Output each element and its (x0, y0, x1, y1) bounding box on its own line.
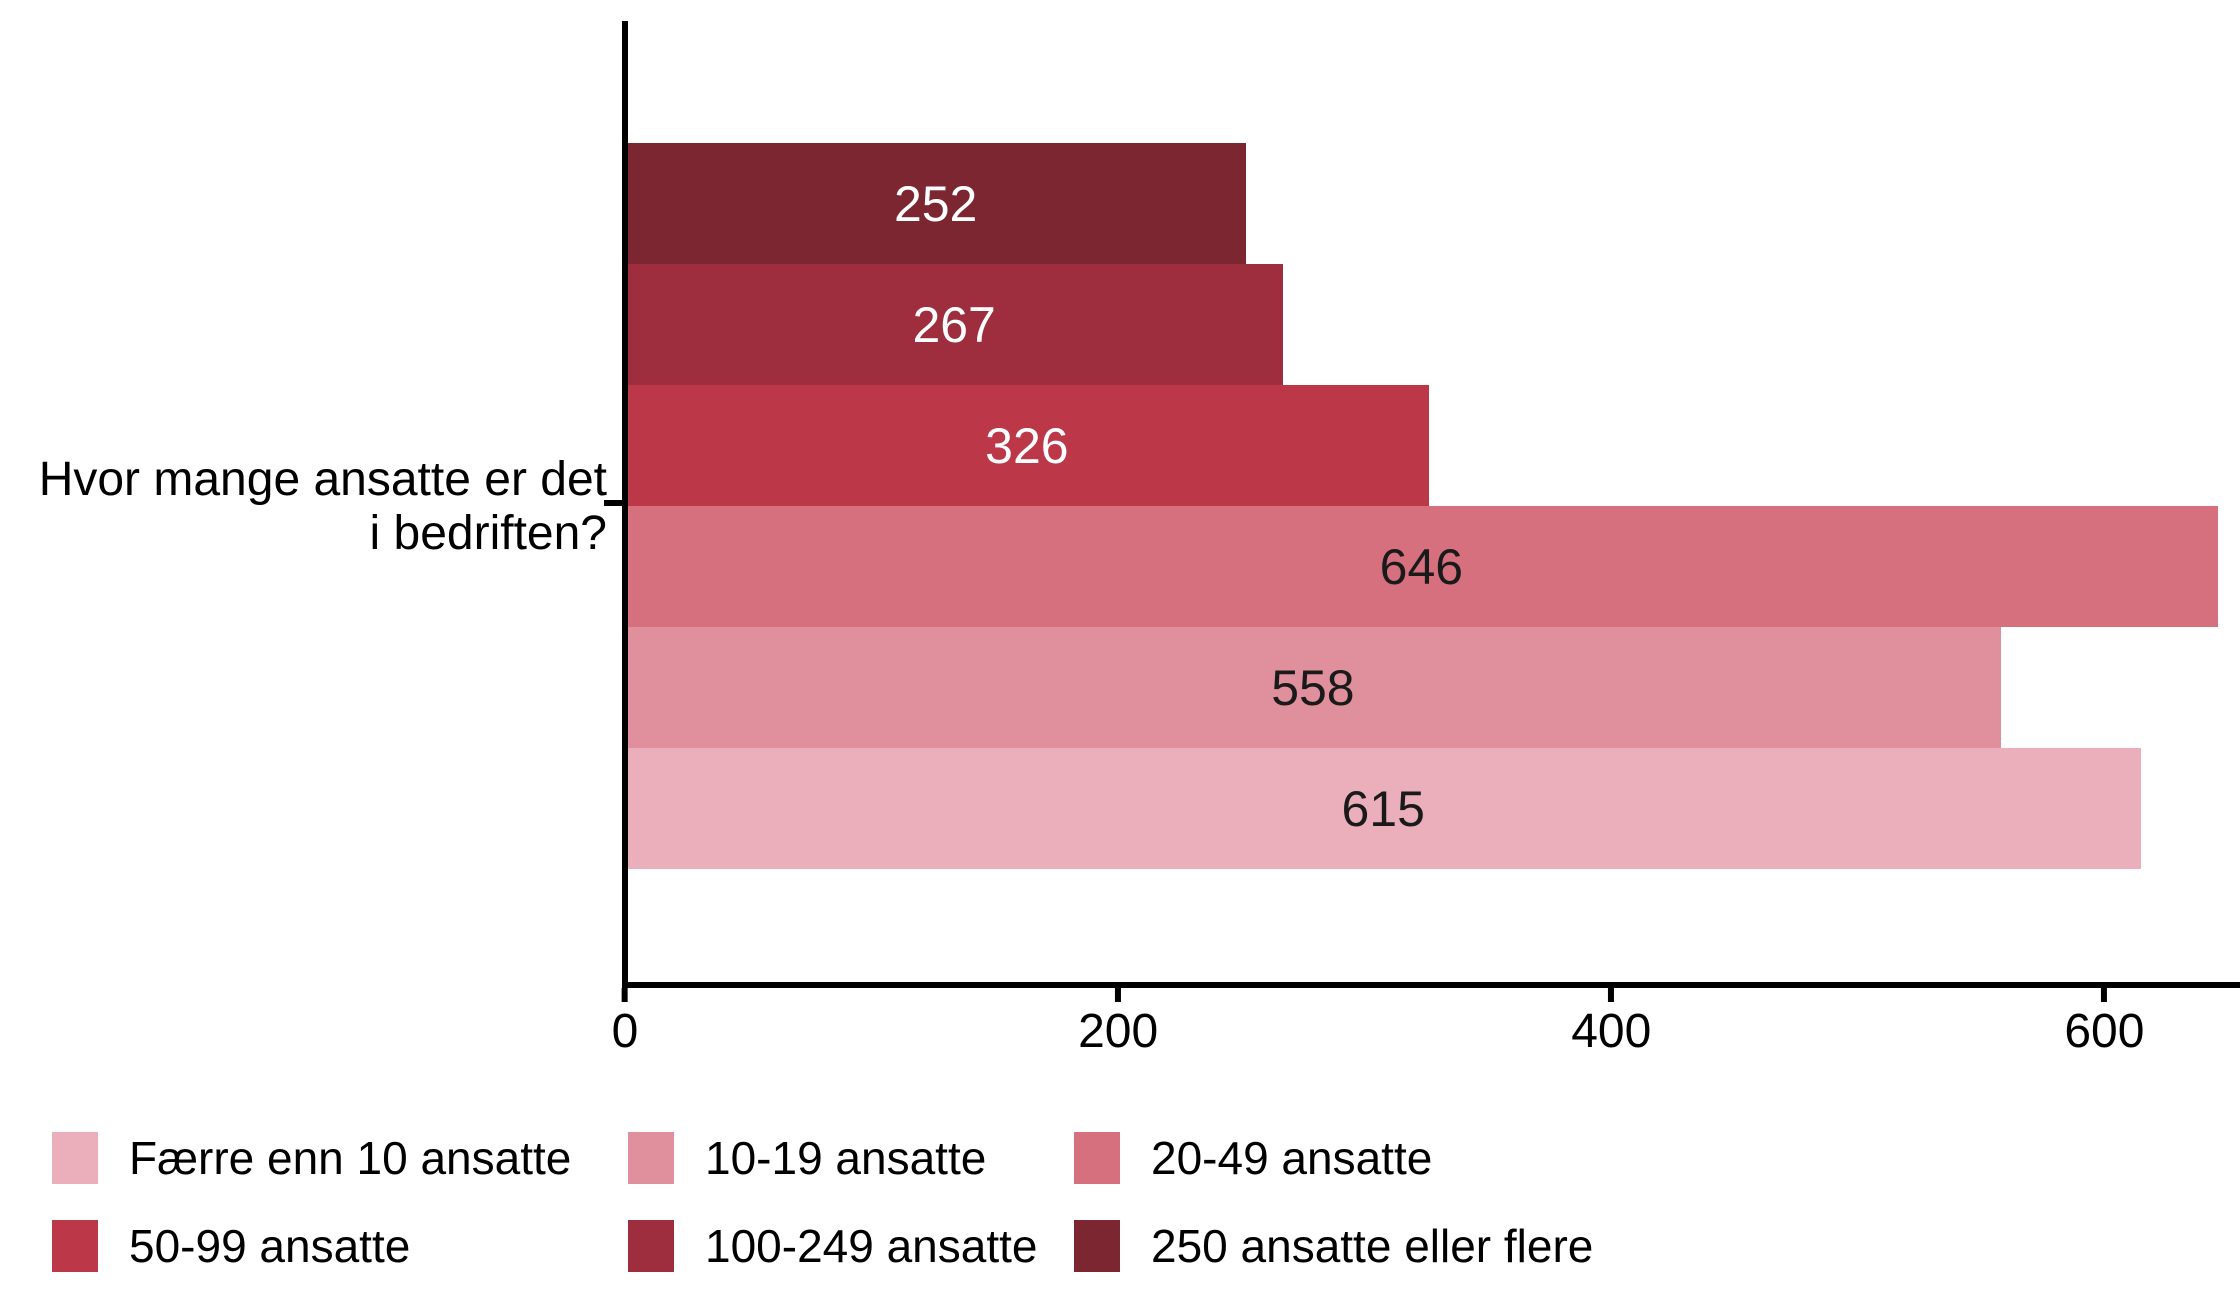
x-axis-tick: 0 (611, 988, 639, 1058)
plot-area: 252 267 326 646 558 615 (625, 0, 2240, 995)
legend-item-label: 100-249 ansatte (705, 1220, 1038, 1272)
bar-value-label: 558 (1271, 659, 1355, 716)
bar-100-249 ansatte: 267 (625, 264, 1284, 385)
x-axis-line (622, 982, 2240, 988)
y-axis-tick-mark (604, 500, 622, 506)
bar-value-label: 252 (893, 175, 978, 232)
x-axis-tick-mark (2101, 988, 2108, 1002)
x-axis: 0 200 400 600 (612, 988, 2240, 1078)
legend-item-10-19 ansatte: 10-19 ansatte (628, 1132, 986, 1184)
legend-item-250 ansatte eller flere: 250 ansatte eller flere (1074, 1220, 1593, 1272)
legend-swatch (628, 1132, 674, 1184)
bar-20-49 ansatte: 646 (625, 506, 2218, 627)
bar-250 ansatte eller flere: 252 (625, 143, 1247, 264)
x-axis-tick-mark (1115, 988, 1122, 1002)
legend-item-label: 10-19 ansatte (705, 1132, 987, 1184)
legend-swatch (1074, 1220, 1120, 1272)
x-axis-tick-mark (621, 988, 628, 1002)
legend-item-50-99 ansatte: 50-99 ansatte (52, 1220, 410, 1272)
x-axis-tick: 400 (1571, 988, 1651, 1058)
bar-Færre enn 10 ansatte: 615 (625, 748, 2142, 869)
legend-item-label: Færre enn 10 ansatte (129, 1132, 572, 1184)
y-axis-line (622, 21, 628, 988)
bar-value-label: 646 (1379, 538, 1464, 595)
bar-value-label: 267 (912, 296, 996, 353)
y-axis-title: Hvor mange ansatte er det i bedriften? (0, 453, 607, 561)
legend-item-Færre enn 10 ansatte: Færre enn 10 ansatte (52, 1132, 571, 1184)
x-axis-tick-label: 0 (611, 1005, 639, 1058)
y-axis-title-line-2: i bedriften? (369, 507, 608, 560)
x-axis-tick-mark (1608, 988, 1615, 1002)
x-axis-tick-label: 600 (2064, 1005, 2145, 1058)
legend-item-label: 20-49 ansatte (1151, 1132, 1433, 1184)
legend-swatch (52, 1220, 98, 1272)
legend-swatch (1074, 1132, 1120, 1184)
bar-10-19 ansatte: 558 (625, 627, 2001, 748)
x-axis-tick: 600 (2064, 988, 2144, 1058)
legend-item-label: 250 ansatte eller flere (1151, 1220, 1594, 1272)
legend-item-20-49 ansatte: 20-49 ansatte (1074, 1132, 1432, 1184)
x-axis-tick: 200 (1078, 988, 1158, 1058)
x-axis-tick-label: 400 (1571, 1005, 1652, 1058)
y-axis-title-line-1: Hvor mange ansatte er det (38, 453, 607, 506)
bar-50-99 ansatte: 326 (625, 385, 1429, 506)
bar-value-label: 326 (985, 417, 1069, 474)
bar-value-label: 615 (1341, 780, 1425, 837)
legend-item-100-249 ansatte: 100-249 ansatte (628, 1220, 1038, 1272)
x-axis-tick-label: 200 (1078, 1005, 1159, 1058)
legend-swatch (52, 1132, 98, 1184)
legend-swatch (628, 1220, 674, 1272)
legend-item-label: 50-99 ansatte (129, 1220, 411, 1272)
